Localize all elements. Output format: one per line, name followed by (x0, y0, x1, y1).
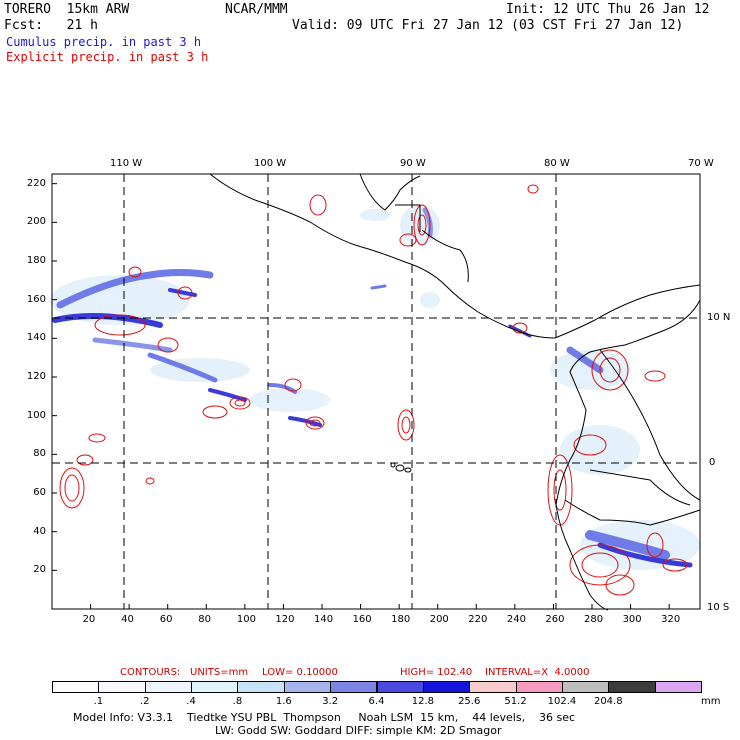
colorbar-swatch (654, 681, 702, 693)
x-index-label: 100 (236, 614, 256, 625)
colorbar-swatch (515, 681, 563, 693)
colorbar-label: .4 (186, 696, 196, 707)
y-index-label: 120 (26, 371, 46, 382)
x-index-label: 140 (314, 614, 334, 625)
colorbar-label: 6.4 (368, 696, 385, 707)
colorbar-label: 1.6 (275, 696, 292, 707)
axis-ticks (52, 183, 670, 609)
map-frame (51, 173, 701, 610)
colorbar-label: 204.8 (593, 696, 623, 707)
x-index-label: 60 (159, 614, 173, 625)
cumulus-precip-areas (52, 207, 693, 568)
colorbar-swatch (191, 681, 239, 693)
colorbar-swatch (52, 681, 100, 693)
y-index-label: 40 (33, 525, 46, 537)
colorbar-swatch (422, 681, 471, 693)
y-index-label: 160 (26, 293, 46, 305)
x-index-label: 300 (622, 614, 642, 625)
x-index-label: 320 (661, 614, 681, 625)
lon-label-100w: 100 W (254, 158, 287, 169)
valid-time: Valid: 09 UTC Fri 27 Jan 12 (03 CST Fri … (292, 18, 684, 33)
x-index-label: 20 (82, 614, 96, 625)
colorbar-label: 25.6 (458, 696, 481, 707)
y-index-label: 20 (33, 564, 46, 576)
colorbar-swatch (98, 681, 146, 693)
contour-units: UNITS=mm (190, 667, 249, 678)
x-index-label: 280 (584, 614, 604, 625)
y-index-label: 200 (26, 216, 46, 228)
explicit-precip-contours (59, 184, 688, 596)
organization-label: NCAR/MMM (225, 2, 288, 17)
colorbar-label: .1 (93, 696, 104, 707)
x-index-label: 180 (391, 614, 411, 625)
x-index-label: 240 (506, 614, 526, 625)
colorbar-swatch (469, 681, 517, 693)
lon-label-110w: 110 W (110, 158, 143, 169)
contour-high: HIGH= 102.40 (400, 667, 473, 678)
lat-label-0: 0 (709, 457, 716, 468)
model-title: TORERO 15km ARW (4, 2, 130, 17)
lon-label-70w: 70 W (688, 158, 714, 169)
colorbar-swatch (144, 681, 193, 693)
forecast-hour: Fcst: 21 h (4, 18, 98, 33)
colorbar-unit: mm (701, 696, 721, 707)
y-index-label: 140 (26, 332, 46, 344)
colorbar-swatch (561, 681, 610, 693)
x-index-label: 40 (121, 614, 134, 625)
y-index-label: 60 (33, 487, 46, 498)
light-precip-shading (50, 205, 700, 570)
colorbar-swatch (330, 681, 378, 693)
y-index-label: 180 (26, 255, 46, 266)
cumulus-field-label: Cumulus precip. in past 3 h (6, 35, 202, 49)
x-index-label: 160 (352, 614, 372, 625)
y-index-label: 80 (33, 448, 46, 460)
init-time: Init: 12 UTC Thu 26 Jan 12 (506, 2, 710, 17)
lat-label-10s: 10 S (707, 602, 730, 613)
y-index-label: 220 (26, 177, 46, 189)
colorbar-label: 51.2 (504, 696, 527, 707)
lat-label-10n: 10 N (707, 312, 731, 323)
explicit-field-label: Explicit precip. in past 3 h (6, 50, 209, 64)
contour-interval: INTERVAL=X 4.0000 (485, 667, 590, 678)
model-info-line1: Model Info: V3.3.1 Tiedtke YSU PBL Thomp… (73, 711, 576, 724)
contour-low: LOW= 0.10000 (262, 667, 338, 678)
x-index-label: 200 (429, 614, 449, 625)
colorbar-swatch (283, 681, 332, 693)
colorbar-label: 3.2 (322, 696, 339, 707)
lat-lon-grid (52, 174, 700, 609)
colorbar-swatch (237, 681, 285, 693)
contour-label: CONTOURS: (120, 667, 181, 678)
lon-label-80w: 80 W (544, 158, 570, 169)
colorbar-label: .2 (139, 696, 150, 707)
colorbar-label: 102.4 (547, 696, 577, 707)
colorbar-label: .8 (232, 696, 243, 707)
x-index-label: 80 (198, 614, 212, 625)
colorbar-swatch (608, 681, 656, 693)
colorbar-label: 12.8 (411, 696, 434, 707)
x-index-label: 220 (468, 614, 488, 625)
x-index-label: 260 (545, 614, 565, 625)
y-index-label: 100 (26, 409, 46, 421)
x-index-label: 120 (275, 614, 295, 625)
colorbar-swatch (376, 681, 424, 693)
model-info-line2: LW: Godd SW: Goddard DIFF: simple KM: 2D… (215, 724, 502, 737)
lon-label-90w: 90 W (400, 158, 426, 169)
